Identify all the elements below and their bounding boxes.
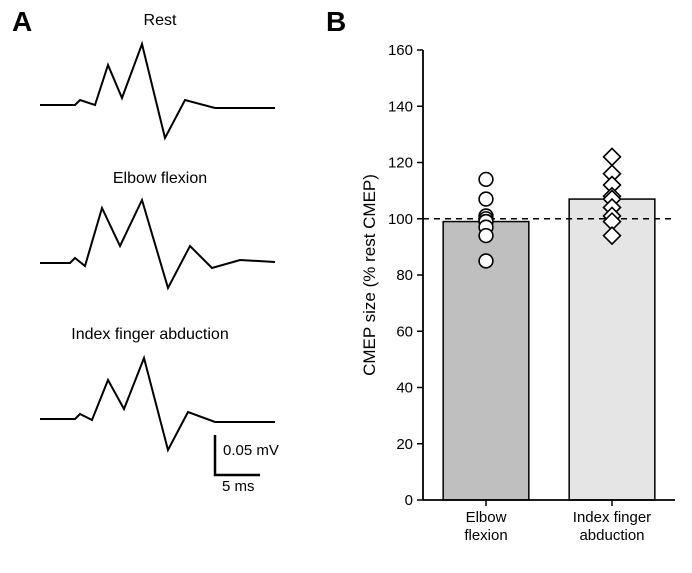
figure: A B Rest Elbow flexion Index finger abdu… <box>0 0 692 573</box>
data-point-diamond <box>604 148 621 165</box>
panel-b-label: B <box>326 6 346 38</box>
cmep-bar-chart: 0 20 40 60 80 100 120 140 160 CMEP size (% rest C… <box>355 40 685 560</box>
trace-rest <box>30 30 290 150</box>
ytick-label: 60 <box>396 323 413 340</box>
scalebar-y-label: 0.05 mV <box>223 442 279 459</box>
category-label: Index finger <box>573 509 651 526</box>
trace-label-rest: Rest <box>60 12 260 30</box>
category-label: flexion <box>464 527 507 544</box>
ytick-label: 0 <box>405 492 413 509</box>
ytick-label: 100 <box>388 211 413 228</box>
ytick-label: 120 <box>388 155 413 172</box>
category-label: Elbow <box>466 509 507 526</box>
ytick-label: 80 <box>396 267 413 284</box>
ytick-label: 40 <box>396 380 413 397</box>
data-point-circle <box>479 173 493 187</box>
ytick-label: 140 <box>388 98 413 115</box>
trace-elbow-flexion <box>30 188 290 308</box>
ytick-label: 20 <box>396 436 413 453</box>
y-axis-title: CMEP size (% rest CMEP) <box>360 174 379 376</box>
scalebar-x-label: 5 ms <box>222 478 255 495</box>
category-label: abduction <box>579 527 644 544</box>
ytick-label: 160 <box>388 42 413 59</box>
trace-label-elbow: Elbow flexion <box>60 170 260 188</box>
data-point-circle <box>479 254 493 268</box>
data-point-circle <box>479 192 493 206</box>
data-point-circle <box>479 229 493 243</box>
trace-label-index: Index finger abduction <box>30 326 270 344</box>
